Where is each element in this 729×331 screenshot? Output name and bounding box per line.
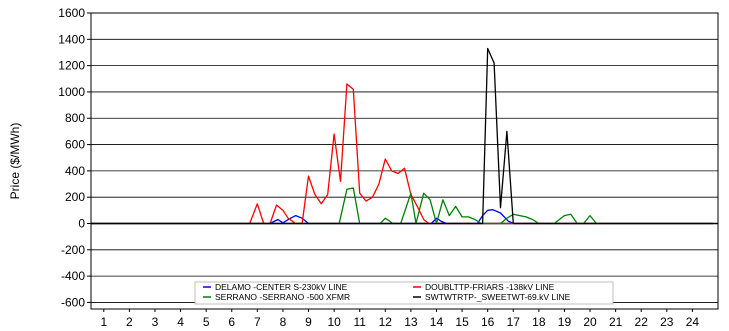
x-tick-label: 9 <box>305 315 312 329</box>
y-tick-label: 200 <box>65 190 85 204</box>
x-tick-label: 24 <box>686 315 700 329</box>
x-tick-label: 16 <box>481 315 495 329</box>
x-tick-label: 21 <box>609 315 623 329</box>
y-tick-label: 1600 <box>58 6 85 20</box>
y-tick-label: 600 <box>65 138 85 152</box>
x-tick-label: 8 <box>280 315 287 329</box>
grid-lines <box>91 12 718 303</box>
x-tick-label: 20 <box>583 315 597 329</box>
series-line-4 <box>91 47 713 225</box>
y-tick-label: 1400 <box>58 32 85 46</box>
plot-area-frame <box>90 12 719 310</box>
series-line-2 <box>91 83 713 225</box>
y-tick-label: -200 <box>61 243 85 257</box>
legend-entry-label: DOUBLTTP-FRIARS -138kV LINE <box>425 282 555 292</box>
x-tick-label: 4 <box>177 315 184 329</box>
series-line-3 <box>91 187 713 225</box>
x-tick-label: 13 <box>404 315 418 329</box>
x-tick-label: 19 <box>558 315 572 329</box>
x-tick-label: 5 <box>203 315 210 329</box>
x-tick-label: 7 <box>254 315 261 329</box>
y-tick-label: 400 <box>65 164 85 178</box>
y-tick-label: -400 <box>61 269 85 283</box>
x-tick-label: 22 <box>635 315 649 329</box>
legend-box <box>194 281 614 305</box>
x-tick-label: 3 <box>152 315 159 329</box>
x-tick-label: 17 <box>507 315 521 329</box>
legend-entry-label: SWTWTRTP-_SWEETWT-69.kV LINE <box>425 292 571 302</box>
x-tick-label: 10 <box>327 315 341 329</box>
y-axis-ticks: 1600 1400 1200 1000 800 600 400 200 0 -200 -400 -60… <box>58 6 91 309</box>
legend-entry-label: SERRANO -SERRANO -500 XFMR <box>215 292 350 302</box>
y-axis-label: Price ($/MWh) <box>8 123 22 200</box>
x-tick-label: 15 <box>455 315 469 329</box>
y-tick-label: 800 <box>65 111 85 125</box>
x-tick-label: 18 <box>532 315 546 329</box>
x-axis-ticks: 1 2 3 4 5 6 7 8 9 10 11 12 13 14 15 16 17 18 19 20 21 22 23 24 <box>100 309 699 329</box>
series-line-1 <box>91 209 713 225</box>
x-tick-label: 23 <box>660 315 674 329</box>
legend-entry-label: DELAMO -CENTER S-230kV LINE <box>215 282 348 292</box>
x-tick-label: 14 <box>430 315 444 329</box>
x-tick-label: 6 <box>228 315 235 329</box>
y-tick-label: 0 <box>78 216 85 230</box>
x-tick-label: 2 <box>126 315 133 329</box>
y-tick-label: 1000 <box>58 85 85 99</box>
x-tick-label: 1 <box>100 315 107 329</box>
x-tick-label: 12 <box>379 315 393 329</box>
y-tick-label: 1200 <box>58 59 85 73</box>
series-layer <box>91 47 713 225</box>
legend: DELAMO -CENTER S-230kV LINE DOUBLTTP-FRIA… <box>194 281 614 305</box>
x-tick-label: 11 <box>353 315 366 329</box>
y-tick-label: -600 <box>61 295 85 309</box>
